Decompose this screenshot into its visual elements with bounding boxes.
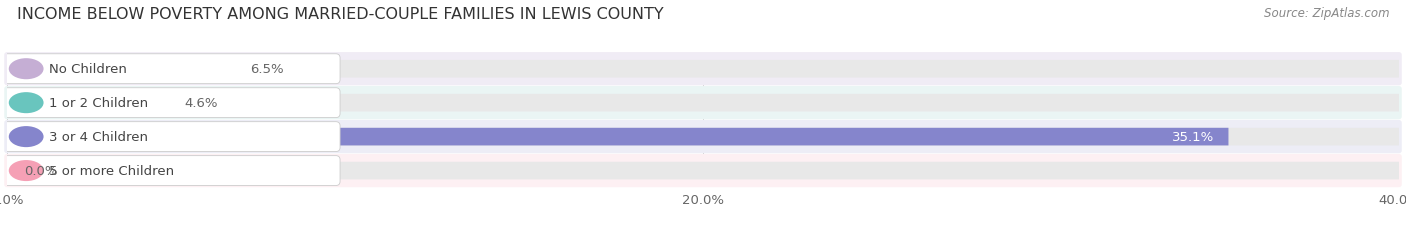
- FancyBboxPatch shape: [4, 53, 1402, 86]
- Text: 3 or 4 Children: 3 or 4 Children: [49, 131, 148, 143]
- Text: 6.5%: 6.5%: [250, 63, 284, 76]
- FancyBboxPatch shape: [7, 61, 233, 78]
- FancyBboxPatch shape: [1, 55, 340, 84]
- FancyBboxPatch shape: [7, 94, 1399, 112]
- FancyBboxPatch shape: [4, 120, 1402, 154]
- FancyBboxPatch shape: [7, 128, 1229, 146]
- FancyBboxPatch shape: [7, 162, 1399, 180]
- FancyBboxPatch shape: [1, 88, 340, 118]
- Text: No Children: No Children: [49, 63, 127, 76]
- FancyBboxPatch shape: [1, 122, 340, 152]
- Text: 4.6%: 4.6%: [184, 97, 218, 110]
- Text: 35.1%: 35.1%: [1173, 131, 1215, 143]
- Ellipse shape: [8, 93, 44, 114]
- Ellipse shape: [8, 59, 44, 80]
- FancyBboxPatch shape: [7, 94, 167, 112]
- FancyBboxPatch shape: [4, 87, 1402, 120]
- Text: 0.0%: 0.0%: [24, 164, 58, 177]
- Text: Source: ZipAtlas.com: Source: ZipAtlas.com: [1264, 7, 1389, 20]
- FancyBboxPatch shape: [7, 61, 1399, 78]
- Text: INCOME BELOW POVERTY AMONG MARRIED-COUPLE FAMILIES IN LEWIS COUNTY: INCOME BELOW POVERTY AMONG MARRIED-COUPL…: [17, 7, 664, 22]
- Text: 5 or more Children: 5 or more Children: [49, 164, 174, 177]
- FancyBboxPatch shape: [1, 156, 340, 186]
- Text: 1 or 2 Children: 1 or 2 Children: [49, 97, 148, 110]
- Ellipse shape: [8, 160, 44, 181]
- Ellipse shape: [8, 127, 44, 148]
- FancyBboxPatch shape: [7, 128, 1399, 146]
- FancyBboxPatch shape: [4, 154, 1402, 187]
